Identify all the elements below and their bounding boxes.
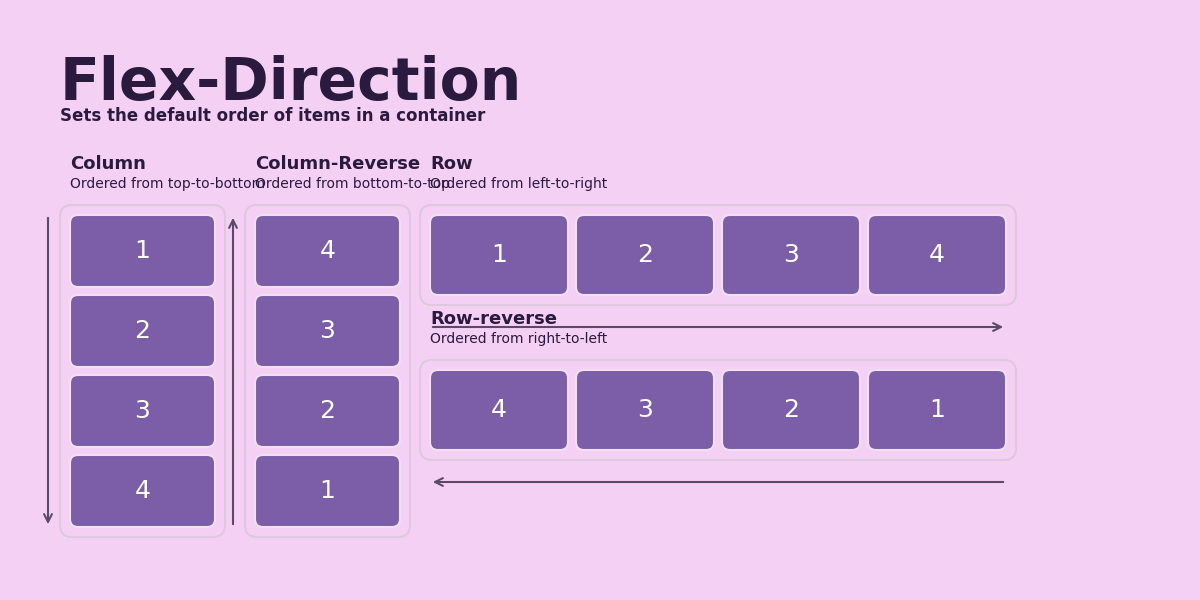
Text: 2: 2: [134, 319, 150, 343]
Text: Sets the default order of items in a container: Sets the default order of items in a con…: [60, 107, 485, 125]
FancyBboxPatch shape: [430, 370, 568, 450]
FancyBboxPatch shape: [420, 205, 1016, 305]
FancyBboxPatch shape: [60, 205, 226, 537]
Text: Ordered from top-to-bottom: Ordered from top-to-bottom: [70, 177, 265, 191]
FancyBboxPatch shape: [256, 455, 400, 527]
FancyBboxPatch shape: [576, 370, 714, 450]
Text: Column-Reverse: Column-Reverse: [256, 155, 420, 173]
Text: 2: 2: [319, 399, 336, 423]
Text: 3: 3: [134, 399, 150, 423]
FancyBboxPatch shape: [256, 295, 400, 367]
FancyBboxPatch shape: [70, 295, 215, 367]
FancyBboxPatch shape: [70, 215, 215, 287]
Text: 2: 2: [784, 398, 799, 422]
Text: 4: 4: [929, 243, 946, 267]
Text: Column: Column: [70, 155, 146, 173]
FancyBboxPatch shape: [256, 375, 400, 447]
Text: Row: Row: [430, 155, 473, 173]
FancyBboxPatch shape: [70, 455, 215, 527]
Text: 1: 1: [134, 239, 150, 263]
FancyBboxPatch shape: [430, 215, 568, 295]
Text: 3: 3: [637, 398, 653, 422]
Text: 1: 1: [319, 479, 336, 503]
FancyBboxPatch shape: [722, 215, 860, 295]
Text: 4: 4: [319, 239, 336, 263]
Text: 3: 3: [319, 319, 336, 343]
Text: 4: 4: [491, 398, 508, 422]
FancyBboxPatch shape: [70, 375, 215, 447]
FancyBboxPatch shape: [256, 215, 400, 287]
FancyBboxPatch shape: [722, 370, 860, 450]
Text: Ordered from right-to-left: Ordered from right-to-left: [430, 332, 607, 346]
Text: 3: 3: [784, 243, 799, 267]
Text: Ordered from bottom-to-top: Ordered from bottom-to-top: [256, 177, 450, 191]
Text: 4: 4: [134, 479, 150, 503]
Text: Row-reverse: Row-reverse: [430, 310, 557, 328]
Text: Flex-Direction: Flex-Direction: [60, 55, 522, 112]
Text: Ordered from left-to-right: Ordered from left-to-right: [430, 177, 607, 191]
FancyBboxPatch shape: [868, 370, 1006, 450]
FancyBboxPatch shape: [576, 215, 714, 295]
FancyBboxPatch shape: [420, 360, 1016, 460]
Text: 1: 1: [929, 398, 944, 422]
FancyBboxPatch shape: [868, 215, 1006, 295]
Text: 2: 2: [637, 243, 653, 267]
FancyBboxPatch shape: [245, 205, 410, 537]
Text: 1: 1: [491, 243, 506, 267]
